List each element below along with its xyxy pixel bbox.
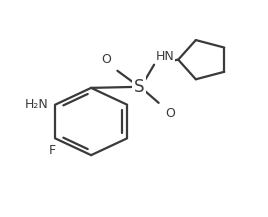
Text: S: S — [134, 78, 145, 96]
Text: O: O — [101, 53, 111, 66]
Text: F: F — [49, 144, 56, 157]
Text: HN: HN — [155, 50, 174, 63]
Text: O: O — [165, 107, 175, 120]
Text: H₂N: H₂N — [25, 98, 49, 111]
